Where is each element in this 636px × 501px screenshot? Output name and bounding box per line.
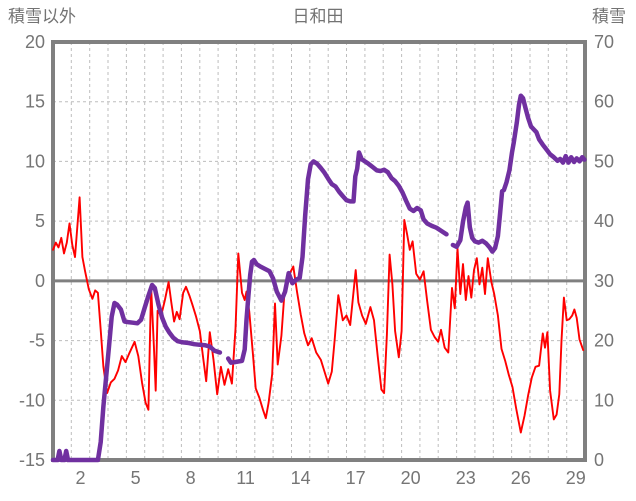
svg-text:20: 20: [401, 468, 421, 488]
svg-text:40: 40: [594, 211, 614, 231]
svg-text:26: 26: [511, 468, 531, 488]
svg-text:29: 29: [566, 468, 586, 488]
svg-text:-5: -5: [29, 331, 45, 351]
svg-text:30: 30: [594, 271, 614, 291]
y-axis-right-labels: 70 60 50 40 30 20 10 0: [594, 32, 614, 470]
svg-text:11: 11: [236, 468, 255, 488]
svg-text:10: 10: [594, 390, 614, 410]
left-axis-title: 積雪以外: [8, 7, 76, 26]
svg-text:5: 5: [35, 211, 45, 231]
svg-text:15: 15: [25, 92, 45, 112]
chart-title: 日和田: [292, 7, 344, 26]
svg-text:10: 10: [25, 151, 45, 171]
plot-frame: [51, 40, 587, 462]
x-axis-labels: 2 5 8 11 14 17 20 23 26 29: [75, 468, 585, 488]
svg-text:20: 20: [25, 32, 45, 52]
svg-text:60: 60: [594, 92, 614, 112]
svg-text:50: 50: [594, 151, 614, 171]
svg-text:70: 70: [594, 32, 614, 52]
svg-text:2: 2: [75, 468, 85, 488]
temperature-line: [52, 196, 585, 434]
svg-text:14: 14: [291, 468, 311, 488]
svg-text:0: 0: [35, 271, 45, 291]
y-axis-left-labels: 20 15 10 5 0 -5 -10 -15: [19, 32, 45, 470]
horizontal-gridlines: [53, 101, 585, 401]
svg-text:5: 5: [131, 468, 141, 488]
svg-text:0: 0: [594, 450, 604, 470]
svg-text:20: 20: [594, 331, 614, 351]
right-axis-title: 積雪: [592, 7, 626, 26]
svg-text:-15: -15: [19, 450, 45, 470]
snow-depth-line: [50, 93, 587, 463]
svg-text:23: 23: [456, 468, 476, 488]
svg-text:17: 17: [346, 468, 366, 488]
svg-text:8: 8: [186, 468, 196, 488]
svg-text:-10: -10: [19, 390, 45, 410]
